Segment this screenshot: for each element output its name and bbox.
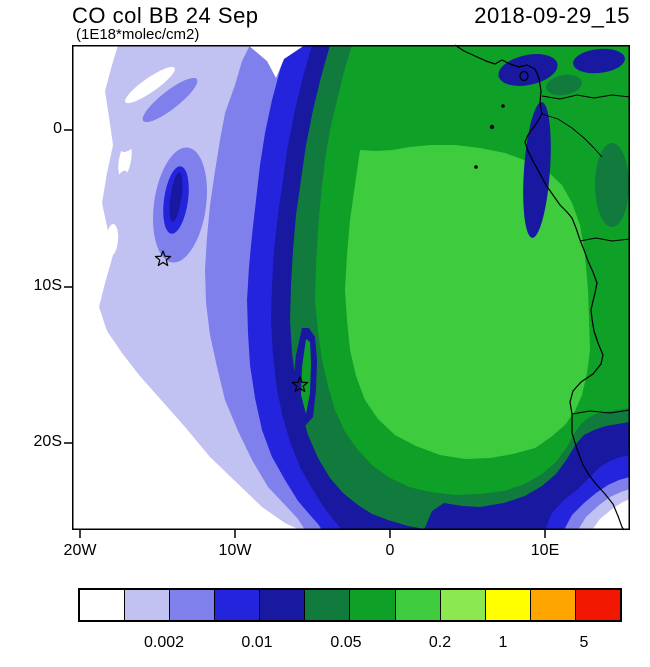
y-tick-label-20s: 20S (33, 433, 62, 450)
x-tick-label-20w: 20W (63, 542, 97, 559)
colorbar-cell (395, 590, 441, 620)
colorbar-tick-001: 0.01 (241, 634, 273, 651)
colorbar-cell (260, 590, 306, 620)
x-tick-label-10w: 10W (218, 542, 252, 559)
colorbar-cell (575, 590, 620, 620)
colorbar-cell (530, 590, 576, 620)
island-sao-tome (489, 124, 495, 130)
colorbar-cell (80, 590, 126, 620)
colorbar-cell (125, 590, 171, 620)
coastline-path (454, 44, 625, 531)
map-plot (64, 44, 631, 538)
y-tick-label-10s: 10S (33, 277, 62, 294)
colorbar-cell (215, 590, 261, 620)
island-dots (474, 104, 505, 169)
colorbar-cell (485, 590, 531, 620)
island-annobon (474, 165, 478, 169)
colorbar-tick-5: 5 (579, 634, 589, 651)
island-principe (501, 104, 505, 108)
axis-ticks (64, 129, 546, 538)
y-tick-label-0: 0 (53, 120, 62, 137)
plot-frame (72, 45, 630, 530)
colorbar-tick-1: 1 (498, 634, 508, 651)
country-borders (541, 94, 631, 415)
timestamp-label: 2018-09-29_15 (474, 3, 630, 28)
island-bioko (519, 70, 529, 82)
colorbar-cell (350, 590, 396, 620)
colorbar-cell (305, 590, 351, 620)
colorbar (78, 588, 622, 622)
colorbar-tick-0002: 0.002 (143, 634, 185, 651)
page-title: CO col BB 24 Sep (72, 3, 259, 28)
units-label: (1E18*molec/cm2) (76, 26, 200, 43)
star-markers (154, 250, 309, 393)
x-tick-label-0: 0 (385, 542, 395, 559)
star-marker-ascension (154, 250, 172, 267)
star-marker-st-helena (291, 376, 309, 393)
colorbar-tick-005: 0.05 (330, 634, 362, 651)
colorbar-cell (440, 590, 486, 620)
x-tick-label-10e: 10E (530, 542, 560, 559)
colorbar-tick-02: 0.2 (428, 634, 452, 651)
coastline-layer (454, 44, 631, 531)
colorbar-cell (170, 590, 216, 620)
contour-field (99, 45, 630, 530)
